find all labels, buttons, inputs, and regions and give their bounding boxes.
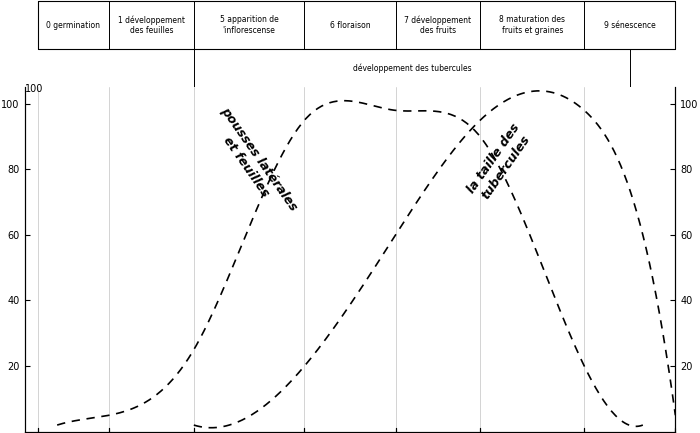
Text: 6 floraison: 6 floraison: [330, 20, 370, 29]
FancyBboxPatch shape: [584, 1, 676, 49]
Text: 1 développement
des feuilles: 1 développement des feuilles: [118, 15, 185, 35]
Text: 9 sénescence: 9 sénescence: [604, 20, 656, 29]
Text: pousses latérales
et feuilles: pousses latérales et feuilles: [205, 104, 300, 222]
FancyBboxPatch shape: [395, 1, 480, 49]
FancyBboxPatch shape: [194, 1, 304, 49]
Text: 100: 100: [25, 84, 43, 94]
FancyBboxPatch shape: [38, 1, 109, 49]
Text: 0 germination: 0 germination: [46, 20, 100, 29]
Text: développement des tubercules: développement des tubercules: [353, 63, 471, 73]
FancyBboxPatch shape: [304, 1, 395, 49]
FancyBboxPatch shape: [109, 1, 194, 49]
FancyBboxPatch shape: [194, 49, 630, 87]
Text: 7 développement
des fruits: 7 développement des fruits: [405, 15, 471, 35]
Text: 5 apparition de
'inflorescense: 5 apparition de 'inflorescense: [220, 15, 279, 35]
FancyBboxPatch shape: [480, 1, 584, 49]
Text: 8 maturation des
fruits et graines: 8 maturation des fruits et graines: [499, 15, 565, 35]
Text: la taille des
tubercules: la taille des tubercules: [465, 121, 535, 204]
